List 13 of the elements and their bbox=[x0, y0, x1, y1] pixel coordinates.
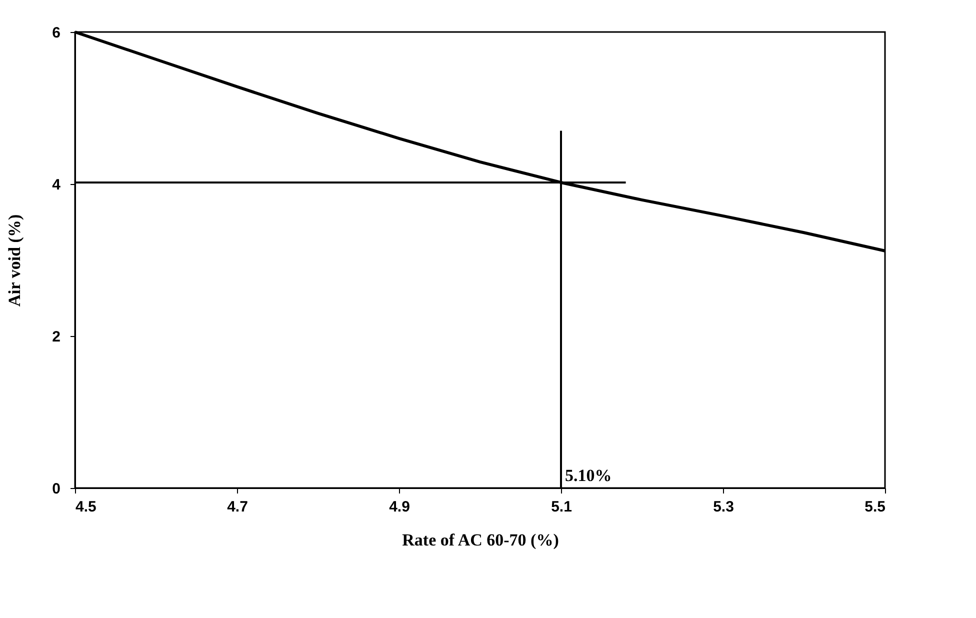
x-axis-title: Rate of AC 60-70 (%) bbox=[402, 530, 559, 550]
y-tick-label: 4 bbox=[52, 176, 62, 194]
y-axis-title: Air void (%) bbox=[5, 214, 24, 307]
y-tick-label: 6 bbox=[52, 24, 60, 42]
x-tick-label: 5.1 bbox=[551, 498, 572, 516]
x-tick-label: 4.9 bbox=[389, 498, 410, 516]
x-tick-label: 5.3 bbox=[713, 498, 734, 516]
x-tick-label: 4.5 bbox=[76, 498, 96, 516]
y-tick-label: 0 bbox=[52, 480, 60, 498]
annotation: 5.10% bbox=[565, 466, 612, 485]
y-tick-label: 2 bbox=[52, 328, 60, 346]
x-tick-label: 5.5 bbox=[864, 498, 886, 516]
x-tick-label: 4.7 bbox=[227, 498, 248, 516]
